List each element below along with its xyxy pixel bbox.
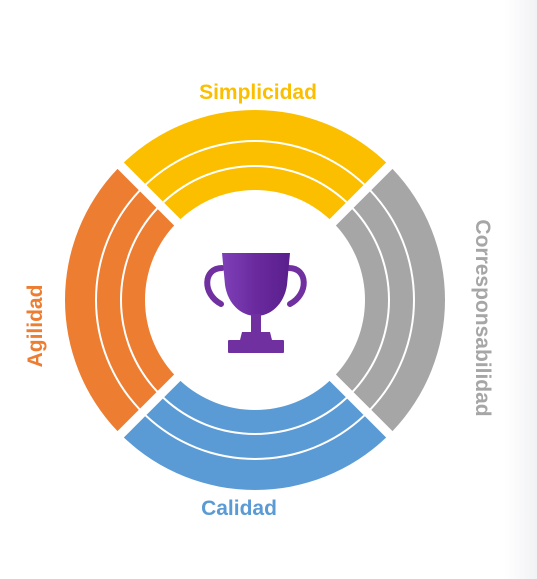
ring-segment-left-3 bbox=[122, 209, 175, 391]
label-simplicidad: Simplicidad bbox=[199, 81, 317, 104]
ring-segment-right-2 bbox=[353, 191, 413, 409]
label-agilidad: Agilidad bbox=[24, 285, 47, 368]
ring-segment-top-1 bbox=[123, 109, 387, 184]
trophy-icon bbox=[204, 253, 307, 353]
ring-segment-top-3 bbox=[164, 167, 346, 220]
ring-segment-top-2 bbox=[146, 141, 364, 202]
label-calidad: Calidad bbox=[201, 497, 277, 520]
ring-segment-right-1 bbox=[371, 168, 445, 432]
ring-segments bbox=[65, 109, 445, 491]
ring-segment-left-2 bbox=[96, 191, 157, 409]
ring-segment-bottom-1 bbox=[123, 416, 387, 491]
ring-segment-left-1 bbox=[65, 168, 139, 432]
ring-segment-bottom-3 bbox=[164, 380, 346, 433]
label-corresponsabilidad: Corresponsabilidad bbox=[471, 219, 494, 416]
ring-segment-bottom-2 bbox=[146, 398, 364, 459]
ring-segment-right-3 bbox=[335, 209, 388, 391]
